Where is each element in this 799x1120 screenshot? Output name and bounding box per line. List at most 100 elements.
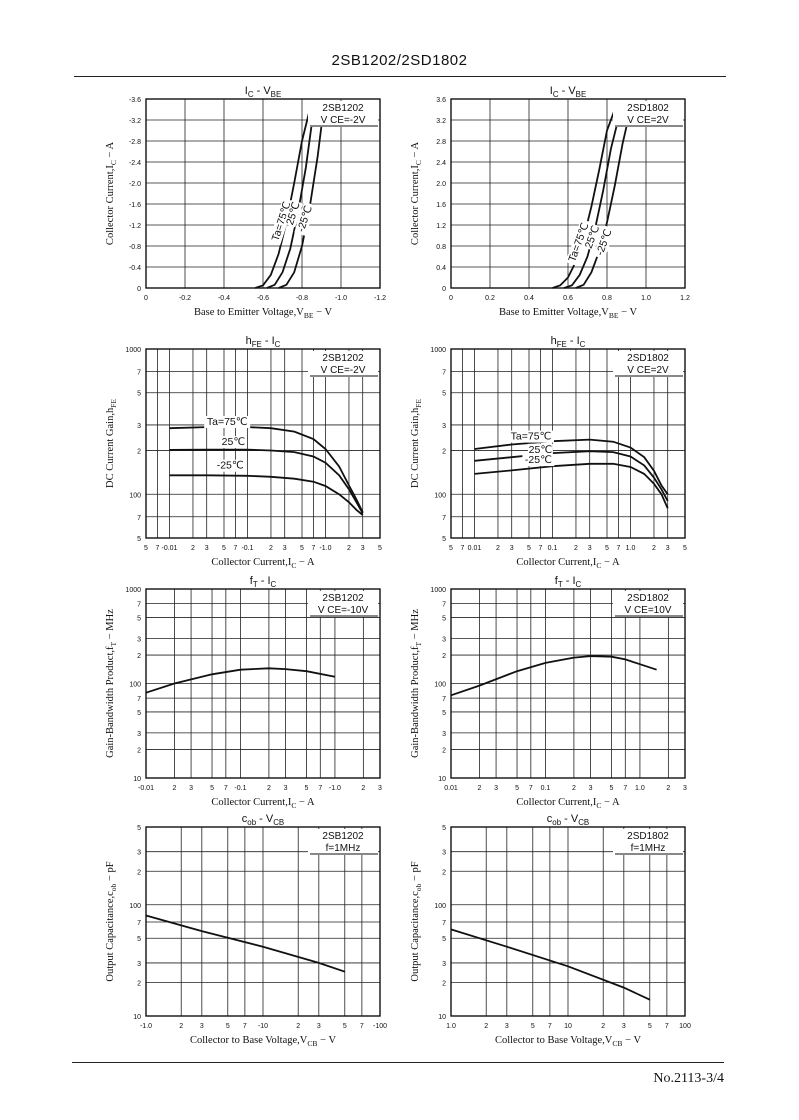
x-tick-label: 2 [484,1023,488,1030]
curve-label: -25℃ [525,454,552,466]
y-axis-label: Gain-Bandwidth Product,fT − MHz [105,609,118,758]
device-note-bg [308,829,378,855]
x-tick-label: 5 [531,1023,535,1030]
device-note-condition: f=1MHz [631,843,666,854]
x-tick-label: 0 [144,295,148,302]
y-tick-label: 2.4 [436,160,446,167]
y-tick-label: 10 [438,1014,446,1021]
y-tick-label: 2 [442,869,446,876]
y-tick-label: 5 [137,536,141,543]
y-tick-label: 5 [442,825,446,832]
x-tick-label: 2 [652,545,656,552]
x-tick-label: 2 [666,785,670,792]
y-tick-label: 3 [137,850,141,857]
y-tick-label: 2 [442,449,446,456]
x-tick-label: 7 [548,1023,552,1030]
x-tick-label: 2 [477,785,481,792]
plot-frame [450,588,686,779]
device-note-part: 2SB1202 [322,593,364,604]
y-axis-label: Output Capacitance,cob − pF [105,861,118,981]
y-tick-label: 7 [137,515,141,522]
y-tick-label: 100 [129,492,141,499]
x-tick-label: 2 [191,545,195,552]
device-note-condition: V CE=-10V [318,605,369,616]
curve-label-group: 25℃ [527,443,553,456]
x-tick-label: -1.0 [319,545,331,552]
x-tick-label: 2 [574,545,578,552]
x-tick-label: 5 [378,545,382,552]
curve-label-bg [565,218,593,267]
y-tick-label: 100 [129,682,141,689]
x-tick-label: 2 [601,1023,605,1030]
plot-frame [450,98,686,289]
chart-title: fT - IC [555,575,582,589]
x-tick-label: -0.4 [218,295,230,302]
device-note-bg [613,101,683,127]
x-tick-label: 100 [679,1023,691,1030]
x-tick-label: 7 [665,1023,669,1030]
x-tick-label: 7 [538,545,542,552]
plot-frame [145,588,381,779]
x-tick-label: 2 [496,545,500,552]
device-note-part: 2SD1802 [627,831,669,842]
y-tick-label: 3 [137,423,141,430]
curve-label-bg [527,443,553,456]
plot-frame [450,348,686,539]
x-tick-label: 5 [222,545,226,552]
y-axis-label: DC Current Gain,hFE [105,399,118,488]
x-tick-label: 7 [311,545,315,552]
x-tick-label: 1.0 [641,295,651,302]
y-tick-label: 2 [137,748,141,755]
y-tick-label: -1.6 [129,202,141,209]
x-tick-label: -0.1 [234,785,246,792]
x-tick-label: 3 [361,545,365,552]
x-tick-label: -1.0 [335,295,347,302]
x-tick-label: 3 [317,1023,321,1030]
x-tick-label: -0.8 [296,295,308,302]
x-tick-label: -100 [373,1023,387,1030]
device-note-condition: V CE=2V [627,115,669,126]
x-tick-label: 7 [233,545,237,552]
curve-label-bg [204,416,251,428]
y-tick-label: 7 [442,696,446,703]
device-note-bg [613,829,683,855]
device-note-bg [613,351,683,377]
y-tick-label: 10 [133,776,141,783]
series-curve [169,474,364,516]
y-tick-label: 0.4 [436,265,446,272]
chart-title: hFE - IC [551,335,586,349]
y-tick-label: -3.2 [129,118,141,125]
y-tick-label: -2.4 [129,160,141,167]
x-tick-label: -1.2 [374,295,386,302]
x-tick-label: 7 [616,545,620,552]
x-axis-label: Collector to Base Voltage,VCB − V [190,1035,336,1048]
curve-label-bg [268,197,295,246]
x-tick-label: 5 [343,1023,347,1030]
x-tick-label: 1.2 [680,295,690,302]
x-tick-label: -1.0 [140,1023,152,1030]
x-tick-label: 0.6 [563,295,573,302]
y-tick-label: 100 [434,903,446,910]
x-tick-label: 2 [296,1023,300,1030]
y-tick-label: 3.2 [436,118,446,125]
y-axis-label: Output Capacitance,cob − pF [410,861,423,981]
series-curve [575,109,632,289]
page-number: No.2113-3/4 [653,1071,724,1086]
x-tick-label: 3 [666,545,670,552]
x-tick-label: 3 [205,545,209,552]
curve-label-group: 25℃ [220,436,246,449]
x-tick-label: 0.1 [548,545,558,552]
x-tick-label: 7 [360,1023,364,1030]
y-tick-label: 5 [442,536,446,543]
y-tick-label: 0 [137,286,141,293]
x-tick-label: 5 [527,545,531,552]
x-tick-label: 2 [347,545,351,552]
x-tick-label: -10 [258,1023,268,1030]
